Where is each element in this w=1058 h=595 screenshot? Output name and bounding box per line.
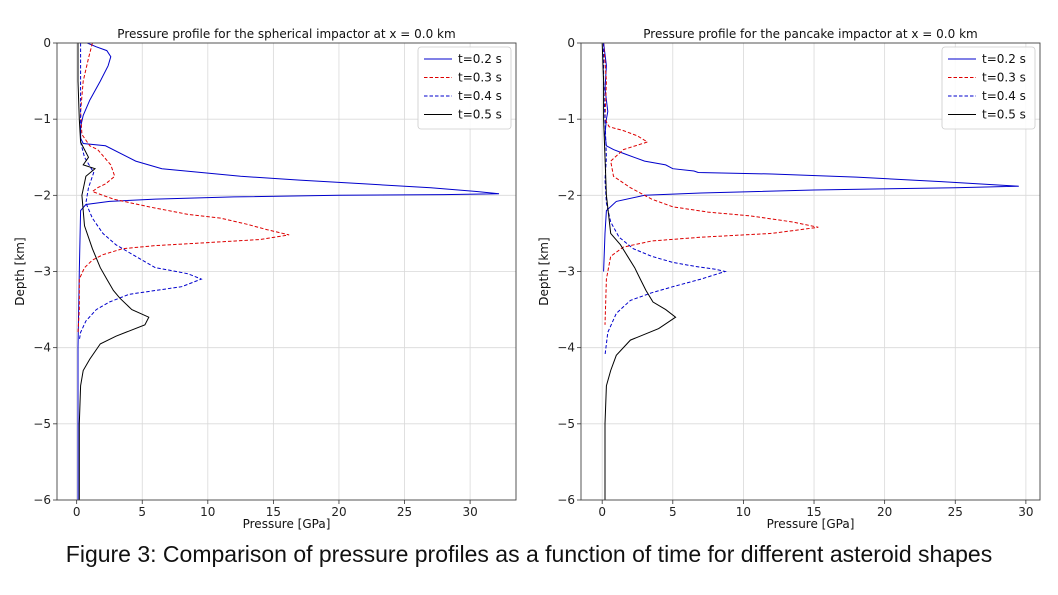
y-tick-label: −3	[33, 265, 51, 279]
y-tick-label: −2	[33, 188, 51, 202]
series-line-3	[78, 43, 203, 341]
y-tick-label: −6	[33, 493, 51, 507]
chart-title: Pressure profile for the pancake impacto…	[643, 27, 977, 41]
series-line-2	[603, 43, 819, 325]
legend: t=0.2 s t=0.3 s t=0.4 s t=0.5 s	[941, 46, 1036, 130]
y-tick-label: −3	[557, 265, 575, 279]
x-tick-label: 25	[397, 505, 412, 519]
y-tick-label: −6	[557, 493, 575, 507]
chart-panel-1: 0 5 10 15 20 25 30 0 −1 −2 −3 −4 −5 −6 Pressure profil…	[13, 27, 517, 531]
x-tick-label: 0	[598, 505, 606, 519]
legend-label: t=0.5 s	[982, 108, 1026, 122]
x-tick-label: 10	[736, 505, 751, 519]
legend-box	[941, 46, 1036, 130]
y-axis-label: Depth [km]	[537, 237, 551, 305]
chart-panel-2: 0 5 10 15 20 25 30 0 −1 −2 −3 −4 −5 −6 Pressure profil…	[537, 27, 1041, 531]
legend-label: t=0.5 s	[458, 108, 502, 122]
x-tick-label: 0	[73, 505, 81, 519]
y-tick-label: 0	[43, 36, 51, 50]
y-tick-label: −1	[557, 112, 575, 126]
y-tick-label: −1	[33, 112, 51, 126]
figure-caption: Figure 3: Comparison of pressure profile…	[65, 541, 993, 567]
y-tick-label: −2	[557, 188, 575, 202]
series-line-1	[77, 43, 500, 500]
legend-box	[417, 46, 512, 130]
legend-label: t=0.3 s	[982, 71, 1026, 85]
x-axis-label: Pressure [GPa]	[243, 517, 331, 531]
legend-label: t=0.3 s	[458, 71, 502, 85]
chart-title: Pressure profile for the spherical impac…	[117, 27, 455, 41]
x-tick-label: 15	[266, 505, 281, 519]
legend-label: t=0.2 s	[458, 52, 502, 66]
x-tick-label: 5	[138, 505, 146, 519]
x-tick-label: 10	[200, 505, 215, 519]
x-tick-label: 20	[331, 505, 346, 519]
legend: t=0.2 s t=0.3 s t=0.4 s t=0.5 s	[417, 46, 512, 130]
y-tick-label: −5	[557, 417, 575, 431]
y-tick-label: 0	[567, 36, 575, 50]
x-axis-label: Pressure [GPa]	[767, 517, 855, 531]
y-tick-label: −4	[33, 341, 51, 355]
y-axis-label: Depth [km]	[13, 237, 27, 305]
x-tick-label: 15	[806, 505, 821, 519]
legend-label: t=0.4 s	[458, 89, 502, 103]
x-tick-label: 30	[1018, 505, 1033, 519]
series-line-4	[601, 43, 677, 500]
legend-label: t=0.4 s	[982, 89, 1026, 103]
figure: 0 5 10 15 20 25 30 0 −1 −2 −3 −4 −5 −6 Pressure profil…	[13, 27, 1041, 531]
x-tick-label: 5	[669, 505, 677, 519]
y-tick-label: −5	[33, 417, 51, 431]
series-line-3	[603, 43, 727, 356]
series-line-2	[77, 43, 290, 333]
legend-label: t=0.2 s	[982, 52, 1026, 66]
y-tick-label: −4	[557, 341, 575, 355]
x-tick-label: 30	[462, 505, 477, 519]
series-line-4	[77, 43, 150, 500]
x-tick-label: 25	[948, 505, 963, 519]
x-tick-label: 20	[877, 505, 892, 519]
